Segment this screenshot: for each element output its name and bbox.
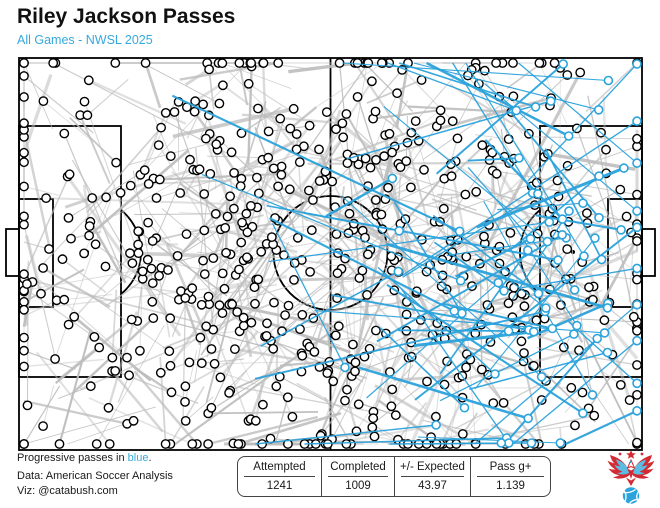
stats-header-attempted: Attempted	[238, 457, 321, 477]
stats-value-attempted: 1241	[266, 480, 293, 493]
stats-value-completed: 1009	[321, 476, 394, 496]
page-title: Riley Jackson Passes	[17, 5, 236, 28]
crest-soccer-ball	[621, 486, 641, 505]
legend-note: Progressive passes in blue.	[17, 451, 173, 465]
legend-note-suffix: .	[148, 452, 152, 464]
pass-endpoints-layer	[19, 58, 642, 449]
legend-note-prefix: Progressive passes in	[17, 452, 128, 464]
legend-note-blue-word: blue	[127, 452, 149, 464]
stats-header-expected: +/- Expected	[394, 457, 470, 477]
stats-header-completed: Completed	[321, 457, 394, 477]
stats-table: Attempted Completed +/- Expected Pass g+…	[237, 456, 551, 497]
crest-wings	[607, 455, 655, 479]
progressive-passes-layer	[171, 61, 638, 445]
progressive-endpoints-layer	[340, 59, 642, 448]
header: Riley Jackson Passes All Games - NWSL 20…	[17, 4, 235, 47]
crest-eagle-head	[626, 458, 636, 486]
footer: Progressive passes in blue. Data: Americ…	[17, 451, 173, 499]
crest-star-row	[618, 450, 644, 459]
viz-credit: Viz: @catabush.com	[17, 485, 118, 497]
stats-value-expected: 43.97	[394, 476, 470, 496]
viz-subtitle: All Games - NWSL 2025	[17, 33, 153, 47]
stats-header-pass-g-plus: Pass g+	[470, 457, 550, 477]
stats-value-pass-g-plus: 1.139	[470, 476, 550, 496]
data-credit: Data: American Soccer Analysis	[17, 470, 173, 482]
asa-eagle-crest-logo	[607, 450, 655, 505]
